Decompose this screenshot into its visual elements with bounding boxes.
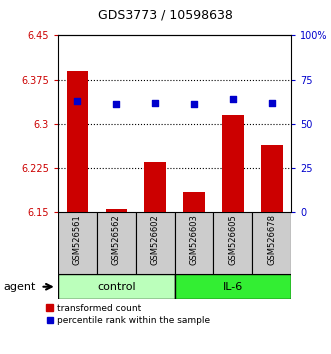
Bar xyxy=(175,274,291,299)
FancyBboxPatch shape xyxy=(136,212,175,274)
Text: GSM526602: GSM526602 xyxy=(151,214,160,265)
Bar xyxy=(67,71,88,212)
Text: GSM526678: GSM526678 xyxy=(267,214,276,265)
Point xyxy=(269,100,274,105)
Bar xyxy=(222,115,244,212)
Text: IL-6: IL-6 xyxy=(223,282,243,292)
Bar xyxy=(261,144,283,212)
Text: GDS3773 / 10598638: GDS3773 / 10598638 xyxy=(98,9,233,22)
Bar xyxy=(144,162,166,212)
FancyBboxPatch shape xyxy=(58,212,97,274)
Point xyxy=(114,102,119,107)
Point xyxy=(153,100,158,105)
Bar xyxy=(183,192,205,212)
Bar xyxy=(106,210,127,212)
Legend: transformed count, percentile rank within the sample: transformed count, percentile rank withi… xyxy=(46,304,210,325)
Text: agent: agent xyxy=(3,282,36,292)
Point xyxy=(230,96,236,102)
Text: GSM526562: GSM526562 xyxy=(112,214,121,265)
Bar xyxy=(58,274,175,299)
Text: GSM526561: GSM526561 xyxy=(73,214,82,265)
Point xyxy=(75,98,80,104)
Text: GSM526605: GSM526605 xyxy=(228,214,237,265)
FancyBboxPatch shape xyxy=(252,212,291,274)
FancyBboxPatch shape xyxy=(97,212,136,274)
Point xyxy=(191,102,197,107)
FancyBboxPatch shape xyxy=(175,212,213,274)
Text: GSM526603: GSM526603 xyxy=(190,214,199,265)
FancyBboxPatch shape xyxy=(213,212,252,274)
Text: control: control xyxy=(97,282,136,292)
